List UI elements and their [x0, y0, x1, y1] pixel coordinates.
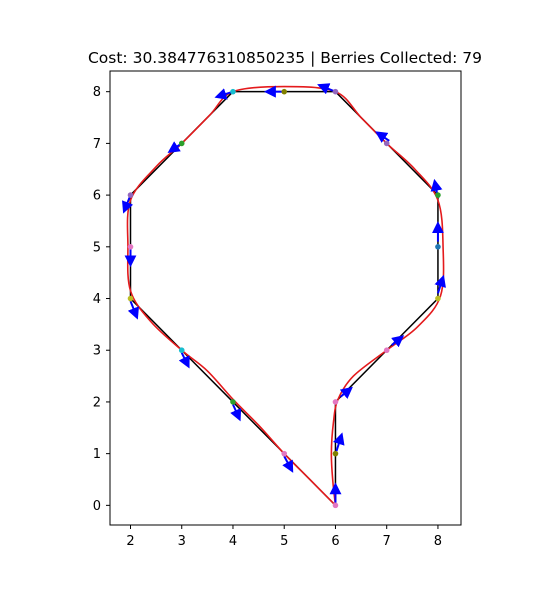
berry-marker	[179, 141, 185, 147]
berry-marker	[333, 451, 339, 457]
x-tick-label: 6	[331, 534, 339, 549]
x-tick-label: 2	[126, 534, 134, 549]
plot-area	[125, 87, 443, 509]
smooth-path-curve	[127, 87, 443, 506]
berry-marker	[384, 347, 390, 353]
berry-marker	[230, 89, 236, 95]
berry-marker	[230, 399, 236, 405]
direction-arrow	[336, 438, 340, 451]
berry-marker	[435, 192, 441, 198]
y-axis: 0 1 2 3 4 5 6 7 8	[93, 85, 110, 514]
y-tick-label: 4	[93, 292, 101, 307]
berry-marker	[179, 347, 185, 353]
y-tick-label: 5	[93, 240, 101, 255]
y-tick-label: 8	[93, 85, 101, 100]
y-tick-label: 7	[93, 137, 101, 152]
y-tick-label: 1	[93, 447, 101, 462]
x-tick-label: 5	[280, 534, 288, 549]
y-tick-label: 3	[93, 344, 101, 359]
y-tick-label: 2	[93, 395, 101, 410]
berry-marker	[435, 244, 441, 250]
berry-marker	[333, 503, 339, 509]
x-tick-label: 3	[178, 534, 186, 549]
berry-marker	[128, 296, 134, 302]
chart-title: Cost: 30.384776310850235 | Berries Colle…	[88, 49, 482, 67]
y-tick-label: 0	[93, 499, 101, 514]
berry-marker	[128, 192, 134, 198]
berry-marker	[435, 296, 441, 302]
berry-marker	[333, 399, 339, 405]
berry-marker	[281, 451, 287, 457]
x-axis: 2 3 4 5 6 7 8	[126, 525, 442, 549]
x-tick-label: 8	[434, 534, 442, 549]
x-tick-label: 7	[383, 534, 391, 549]
x-tick-label: 4	[229, 534, 237, 549]
berry-marker	[384, 141, 390, 147]
berry-marker	[281, 89, 287, 95]
berry-marker	[333, 89, 339, 95]
y-tick-label: 6	[93, 189, 101, 204]
berry-marker	[128, 244, 134, 250]
tour-path-line	[130, 92, 437, 506]
